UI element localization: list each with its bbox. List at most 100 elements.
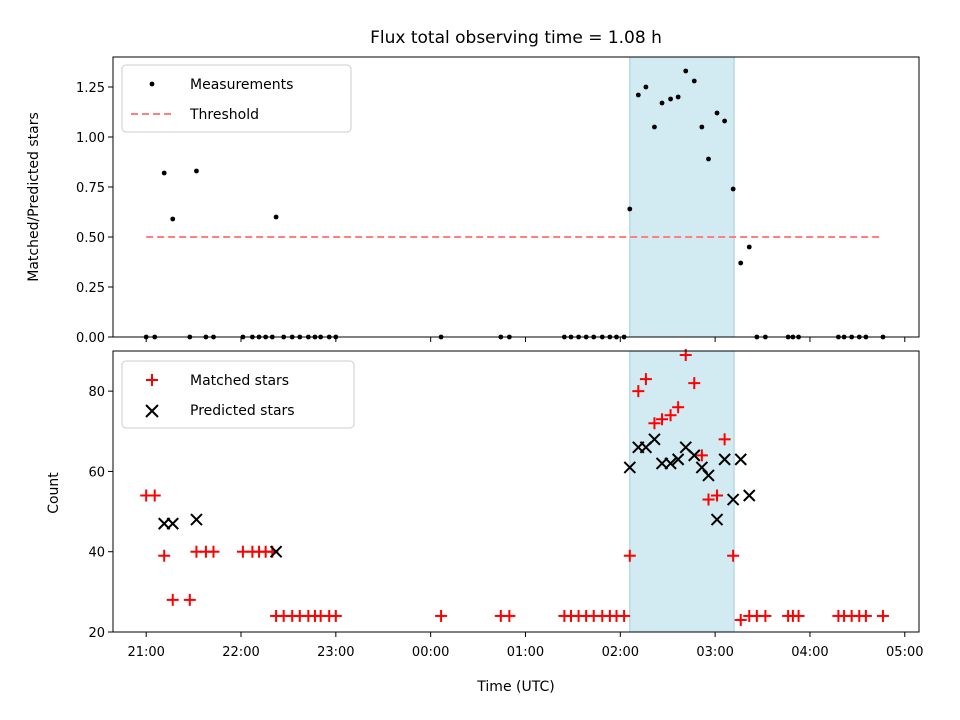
matched-point (695, 449, 708, 462)
measurement-point (659, 100, 665, 106)
x-tick-label: 04:00 (791, 645, 828, 660)
x-tick-label: 23:00 (317, 645, 354, 660)
x-tick-label: 22:00 (222, 645, 259, 660)
y-tick-label: 20 (88, 626, 105, 641)
predicted-point (190, 513, 203, 526)
predicted-point (710, 513, 724, 526)
measurement-point (161, 170, 167, 176)
matched-point (623, 549, 636, 562)
x-tick-label: 01:00 (507, 645, 544, 660)
axes-frame (112, 350, 920, 633)
legend-predicted-marker (145, 404, 159, 418)
legend-measurements-marker (149, 81, 155, 87)
matched-point (718, 433, 731, 446)
predicted-point (648, 433, 661, 446)
highlight-span (629, 56, 735, 338)
measurement-point (730, 186, 736, 192)
measurement-point (675, 94, 681, 100)
matched-point (503, 609, 516, 622)
measurement-point (691, 78, 697, 84)
measurement-point (635, 92, 641, 98)
x-tick-label: 05:00 (886, 645, 923, 660)
matched-point (183, 593, 196, 606)
x-tick-label: 21:00 (127, 645, 164, 660)
matched-point (727, 549, 740, 562)
predicted-point (743, 489, 756, 502)
matched-point (734, 613, 747, 626)
y-tick-label: 1.25 (76, 81, 105, 96)
matched-point (759, 609, 772, 622)
matched-point (329, 609, 342, 622)
y-tick-label: 0.25 (76, 281, 105, 296)
matched-point (158, 549, 171, 562)
matched-point (648, 417, 661, 430)
measurement-point (627, 206, 633, 212)
y-tick-label: 0.50 (76, 231, 105, 246)
matched-point (148, 489, 161, 502)
measurement-point (714, 110, 720, 116)
predicted-point (269, 545, 283, 558)
x-axis-label: Time (UTC) (476, 679, 554, 695)
legend-matched-label: Matched stars (190, 373, 289, 389)
x-tick-label: 02:00 (602, 645, 639, 660)
matched-point (859, 609, 872, 622)
legend-predicted-label: Predicted stars (190, 403, 295, 419)
y-tick-label: 80 (88, 385, 105, 400)
measurement-point (170, 216, 176, 222)
matched-point (792, 609, 805, 622)
matched-point (688, 377, 701, 390)
axes-frame (112, 56, 920, 338)
predicted-point (166, 517, 179, 530)
predicted-point (671, 453, 685, 466)
y-tick-label: 40 (88, 546, 105, 561)
predicted-point (734, 453, 747, 466)
y-tick-label: 60 (88, 465, 105, 480)
measurement-point (194, 168, 199, 174)
measurement-point (699, 124, 705, 130)
matched-point (876, 609, 889, 622)
measurement-point (738, 260, 744, 266)
bottom-y-axis-label: Count (46, 472, 62, 514)
predicted-point (718, 453, 731, 466)
measurement-point (273, 214, 279, 220)
matched-point (618, 609, 631, 622)
matched-point (207, 545, 220, 558)
top-y-axis-label: Matched/Predicted stars (26, 112, 42, 282)
predicted-point (688, 449, 701, 462)
predicted-point (623, 461, 636, 474)
measurement-point (706, 156, 711, 162)
matched-point (672, 401, 685, 414)
measurement-point (643, 84, 649, 90)
matched-point (632, 385, 645, 398)
measurement-point (652, 124, 657, 130)
legend-measurements-label: Measurements (190, 77, 293, 93)
y-tick-label: 0.00 (76, 331, 105, 346)
measurement-point (722, 118, 728, 124)
matched-point (639, 373, 652, 386)
predicted-point (702, 469, 715, 482)
measurement-point (683, 68, 689, 74)
matched-point (711, 489, 724, 502)
y-tick-label: 0.75 (76, 181, 105, 196)
predicted-point (664, 457, 677, 470)
bottom-panel: 20 40 60 80 21:00 22:00 23:00 00:00 01:00 02:00 03… (88, 349, 924, 660)
matched-point (166, 593, 179, 606)
top-legend: Measurements Threshold (121, 64, 352, 133)
legend-matched-marker (146, 374, 158, 386)
matched-point (664, 409, 677, 422)
x-tick-label: 03:00 (696, 645, 733, 660)
top-panel: 0.00 0.25 0.50 0.75 1.00 1.25 (76, 56, 920, 346)
measurement-point (746, 244, 752, 250)
y-tick-label: 1.00 (76, 131, 105, 146)
matched-point (435, 609, 448, 622)
bottom-legend: Matched stars Predicted stars (121, 360, 355, 429)
highlight-span (629, 350, 735, 633)
predicted-point (726, 493, 740, 506)
x-tick-label: 00:00 (412, 645, 449, 660)
matched-point (656, 413, 669, 426)
chart-title: Flux total observing time = 1.08 h (370, 28, 662, 48)
matched-point (702, 493, 715, 506)
measurement-point (668, 96, 673, 102)
legend-threshold-label: Threshold (189, 107, 259, 123)
